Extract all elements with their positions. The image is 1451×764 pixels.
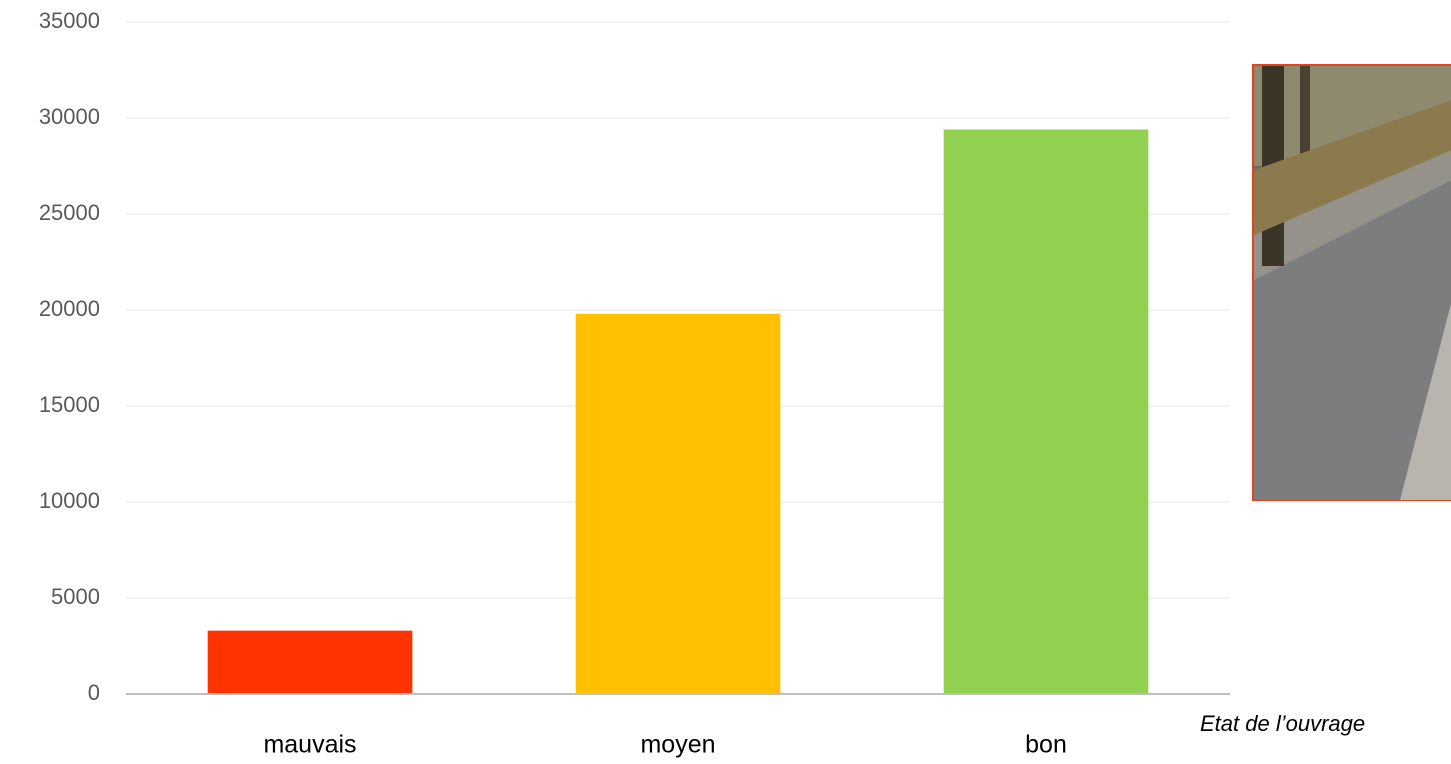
y-tick-label: 30000: [39, 104, 100, 129]
y-tick-label: 5000: [51, 584, 100, 609]
bar: [575, 313, 781, 694]
y-tick-label: 10000: [39, 488, 100, 513]
bar: [943, 129, 1149, 694]
y-tick-label: 0: [88, 680, 100, 705]
x-tick-label: moyen: [640, 731, 715, 759]
y-tick-label: 20000: [39, 296, 100, 321]
x-tick-label: mauvais: [263, 731, 356, 759]
x-tick-label: bon: [1025, 731, 1067, 759]
bar: [207, 630, 413, 694]
y-tick-label: 25000: [39, 200, 100, 225]
annotation: Etat de l’ouvrage: [1200, 711, 1365, 736]
y-tick-label: 35000: [39, 8, 100, 33]
y-tick-label: 15000: [39, 392, 100, 417]
photo: [1252, 64, 1451, 501]
